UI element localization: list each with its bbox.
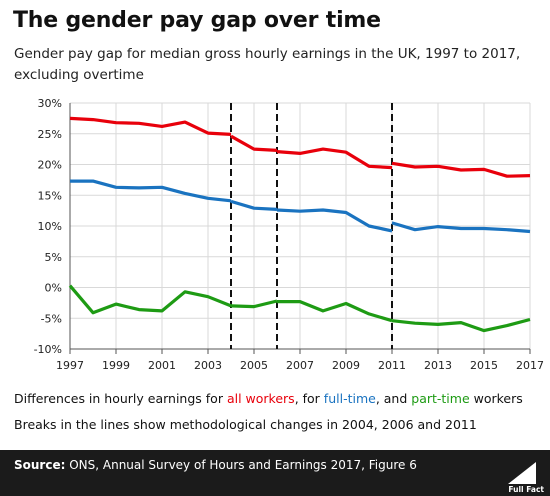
y-tick-label: 15% xyxy=(38,189,62,202)
caption-prefix: Differences in hourly earnings for xyxy=(14,391,227,406)
x-tick-label: 2013 xyxy=(424,359,452,372)
series-line-full-time xyxy=(70,179,232,203)
series-line-full-time xyxy=(391,221,531,234)
series-line-all-workers xyxy=(391,161,531,178)
y-tick-label: 30% xyxy=(38,97,62,110)
series-line-part-time xyxy=(391,317,531,333)
y-tick-label: -10% xyxy=(34,343,62,356)
caption-breaks-note: Breaks in the lines show methodological … xyxy=(14,417,477,432)
y-tick-label: 5% xyxy=(45,251,62,264)
series-line-all-workers xyxy=(69,116,232,136)
x-tick-label: 2001 xyxy=(148,359,176,372)
chart-subtitle: Gender pay gap for median gross hourly e… xyxy=(14,46,521,83)
series-line-all-workers xyxy=(230,134,278,152)
x-tick-label: 1999 xyxy=(102,359,130,372)
legend-part-time: part-time xyxy=(411,391,470,406)
caption-suffix: workers xyxy=(469,391,523,406)
y-tick-label: 25% xyxy=(38,128,62,141)
chart-svg: -10% -5% 0% 5% 10% 15% 20% 25% 30% 1997 1999 2001 20… xyxy=(34,97,544,372)
series-line-full-time xyxy=(276,208,393,233)
x-tick-label: 2003 xyxy=(194,359,222,372)
source-text: ONS, Annual Survey of Hours and Earnings… xyxy=(65,458,417,472)
source-label: Source: xyxy=(14,458,66,472)
y-tick-label: -5% xyxy=(41,312,62,325)
chart-title: The gender pay gap over time xyxy=(13,8,381,33)
source-note: Source: ONS, Annual Survey of Hours and … xyxy=(14,458,417,472)
x-tick-label: 2017 xyxy=(516,359,544,372)
series-line-part-time xyxy=(277,300,393,323)
series-line-all-workers xyxy=(276,147,393,170)
caption-legend: Differences in hourly earnings for all w… xyxy=(14,391,523,406)
x-tick-label: 2011 xyxy=(378,359,406,372)
x-tick-label: 2009 xyxy=(332,359,360,372)
footer-bar: Source: ONS, Annual Survey of Hours and … xyxy=(0,450,550,496)
y-tick-label: 0% xyxy=(45,282,62,295)
legend-all-workers: all workers xyxy=(226,391,295,406)
series-line-full-time xyxy=(230,199,278,211)
legend-full-time: full-time xyxy=(323,391,376,406)
y-tick-label: 10% xyxy=(38,220,62,233)
full-fact-logo-icon xyxy=(508,462,536,484)
y-tick-label: 20% xyxy=(38,159,62,172)
logo-text: Full Fact xyxy=(508,485,544,494)
caption-mid: , for xyxy=(294,391,324,406)
series-line-part-time xyxy=(68,284,232,315)
x-tick-label: 2007 xyxy=(286,359,314,372)
caption-mid2: , and xyxy=(375,391,412,406)
x-tick-label: 1997 xyxy=(56,359,84,372)
x-tick-label: 2015 xyxy=(470,359,498,372)
series-line-part-time xyxy=(230,299,278,309)
x-tick-label: 2005 xyxy=(240,359,268,372)
